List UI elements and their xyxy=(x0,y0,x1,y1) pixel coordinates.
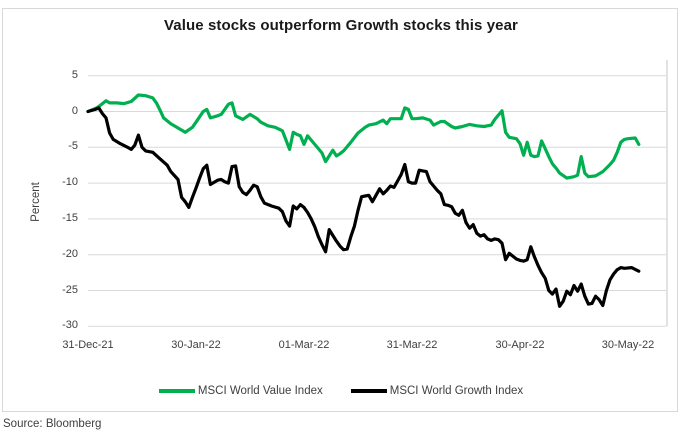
value-series-line xyxy=(86,93,641,180)
legend-item-value: MSCI World Value Index xyxy=(158,385,323,397)
growth-series-label: MSCI World Growth Index xyxy=(389,385,524,397)
growth-series-swatch xyxy=(350,388,387,394)
legend-item-growth: MSCI World Growth Index xyxy=(350,385,524,397)
chart-title: Value stocks outperform Growth stocks th… xyxy=(164,17,518,34)
growth-series-line xyxy=(86,106,641,308)
source-note: Source: Bloomberg xyxy=(3,418,102,430)
value-series-swatch xyxy=(158,388,195,394)
legend: MSCI World Value Index MSCI World Growth… xyxy=(0,382,682,400)
value-series-label: MSCI World Value Index xyxy=(197,385,323,397)
